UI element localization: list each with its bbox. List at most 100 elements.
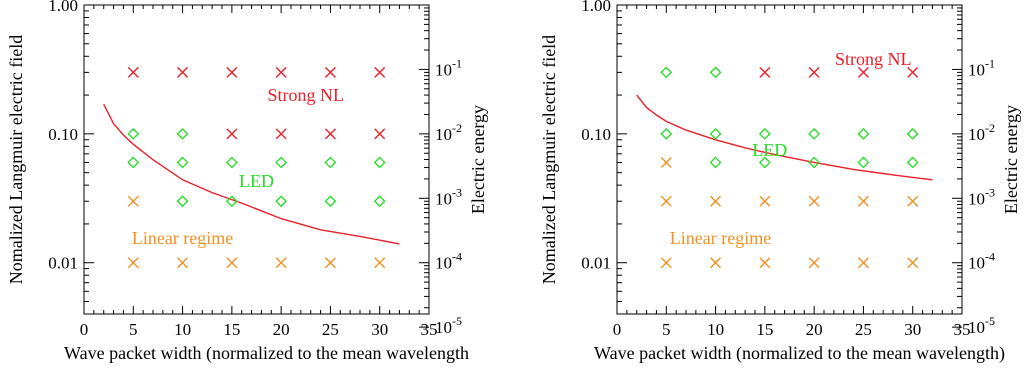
diamond-marker bbox=[373, 156, 386, 169]
x-tick-label: 10 bbox=[707, 320, 724, 339]
diamond-marker bbox=[758, 156, 771, 169]
diamond-marker bbox=[709, 127, 722, 140]
cross-marker bbox=[275, 257, 287, 269]
x-tick-label: 30 bbox=[371, 320, 388, 339]
x-axis-label: Wave packet width (normalized to the mea… bbox=[64, 343, 469, 364]
y2-tick-label: 10-3 bbox=[968, 185, 995, 208]
y2-tick-label: 10-1 bbox=[435, 56, 462, 79]
diamond-marker bbox=[709, 156, 722, 169]
cross-stroke bbox=[857, 66, 869, 78]
y-tick-label: 1.00 bbox=[48, 0, 78, 15]
cross-stroke bbox=[177, 66, 189, 78]
cross-marker bbox=[857, 195, 869, 207]
cross-marker bbox=[907, 195, 919, 207]
cross-stroke bbox=[275, 66, 287, 78]
cross-marker bbox=[374, 257, 386, 269]
cross-marker bbox=[808, 66, 820, 78]
cross-stroke bbox=[907, 66, 919, 78]
cross-stroke bbox=[226, 66, 238, 78]
x-tick-label: 5 bbox=[129, 320, 138, 339]
x-tick-label: 0 bbox=[80, 320, 89, 339]
cross-marker bbox=[857, 257, 869, 269]
diamond-marker bbox=[176, 195, 189, 208]
cross-marker bbox=[660, 156, 672, 168]
diamond-marker bbox=[127, 127, 140, 140]
cross-marker bbox=[759, 66, 771, 78]
cross-stroke bbox=[275, 257, 287, 269]
y-tick-label: 0.01 bbox=[48, 254, 78, 273]
cross-stroke bbox=[759, 66, 771, 78]
cross-marker bbox=[127, 257, 139, 269]
diamond-marker bbox=[225, 156, 238, 169]
y-tick-label: 1.00 bbox=[581, 0, 611, 15]
cross-marker bbox=[374, 128, 386, 140]
cross-stroke bbox=[374, 66, 386, 78]
chart-panel-2: 0 5 10 15 20 25 30 35 0.01 0.10 1.00 10-1 10-2 10-3 10… bbox=[539, 0, 1021, 364]
cross-stroke bbox=[127, 195, 139, 207]
cross-stroke bbox=[907, 195, 919, 207]
diamond-marker bbox=[906, 127, 919, 140]
cross-stroke bbox=[374, 257, 386, 269]
y2-tick-label: 10-2 bbox=[968, 121, 995, 144]
cross-stroke bbox=[907, 257, 919, 269]
region-label: Strong NL bbox=[835, 49, 912, 69]
y-tick-label: 0.01 bbox=[581, 254, 611, 273]
cross-marker bbox=[177, 257, 189, 269]
cross-marker bbox=[324, 257, 336, 269]
x-tick-label: 5 bbox=[662, 320, 671, 339]
cross-stroke bbox=[759, 195, 771, 207]
cross-stroke bbox=[808, 257, 820, 269]
cross-marker bbox=[226, 66, 238, 78]
cross-marker bbox=[660, 195, 672, 207]
cross-stroke bbox=[374, 128, 386, 140]
diamond-marker bbox=[857, 127, 870, 140]
cross-stroke bbox=[759, 257, 771, 269]
cross-marker bbox=[374, 66, 386, 78]
diamond-marker bbox=[176, 127, 189, 140]
diamond-marker bbox=[324, 195, 337, 208]
diamond-marker bbox=[857, 156, 870, 169]
cross-marker bbox=[275, 66, 287, 78]
y-axis-label: Nomalized Langmuir electric field bbox=[539, 35, 559, 284]
x-tick-label: 10 bbox=[174, 320, 191, 339]
region-label: Linear regime bbox=[132, 228, 233, 248]
y2-tick-label: 10-4 bbox=[435, 250, 462, 273]
diamond-marker bbox=[275, 195, 288, 208]
cross-marker bbox=[907, 257, 919, 269]
cross-marker bbox=[710, 195, 722, 207]
cross-stroke bbox=[710, 257, 722, 269]
x-tick-label: 25 bbox=[322, 320, 339, 339]
diamond-marker bbox=[906, 156, 919, 169]
y2-tick-label: 10-2 bbox=[435, 121, 462, 144]
cross-stroke bbox=[127, 66, 139, 78]
cross-stroke bbox=[808, 66, 820, 78]
cross-stroke bbox=[660, 257, 672, 269]
cross-marker bbox=[324, 66, 336, 78]
y-axis-label: Nomalized Langmuir electric field bbox=[6, 35, 26, 284]
diamond-marker bbox=[225, 195, 238, 208]
region-label: Strong NL bbox=[268, 85, 345, 105]
diamond-marker bbox=[758, 127, 771, 140]
x-tick-label: 25 bbox=[855, 320, 872, 339]
cross-stroke bbox=[226, 128, 238, 140]
cross-marker bbox=[127, 195, 139, 207]
x-tick-label: 20 bbox=[273, 320, 290, 339]
diamond-marker bbox=[373, 195, 386, 208]
cross-stroke bbox=[324, 128, 336, 140]
cross-stroke bbox=[710, 195, 722, 207]
x-tick-label: 35 bbox=[421, 320, 438, 339]
x-tick-label: 15 bbox=[756, 320, 773, 339]
cross-marker bbox=[177, 66, 189, 78]
x-axis-label: Wave packet width (normalized to the mea… bbox=[594, 343, 1005, 364]
cross-stroke bbox=[177, 257, 189, 269]
cross-stroke bbox=[275, 128, 287, 140]
x-tick-label: 20 bbox=[806, 320, 823, 339]
y2-tick-label: 10-3 bbox=[435, 185, 462, 208]
diamond-marker bbox=[660, 127, 673, 140]
cross-marker bbox=[710, 257, 722, 269]
cross-marker bbox=[275, 128, 287, 140]
x-tick-label: 15 bbox=[223, 320, 240, 339]
region-label: Linear regime bbox=[670, 228, 771, 248]
y2-tick-label: 10-5 bbox=[435, 314, 462, 337]
